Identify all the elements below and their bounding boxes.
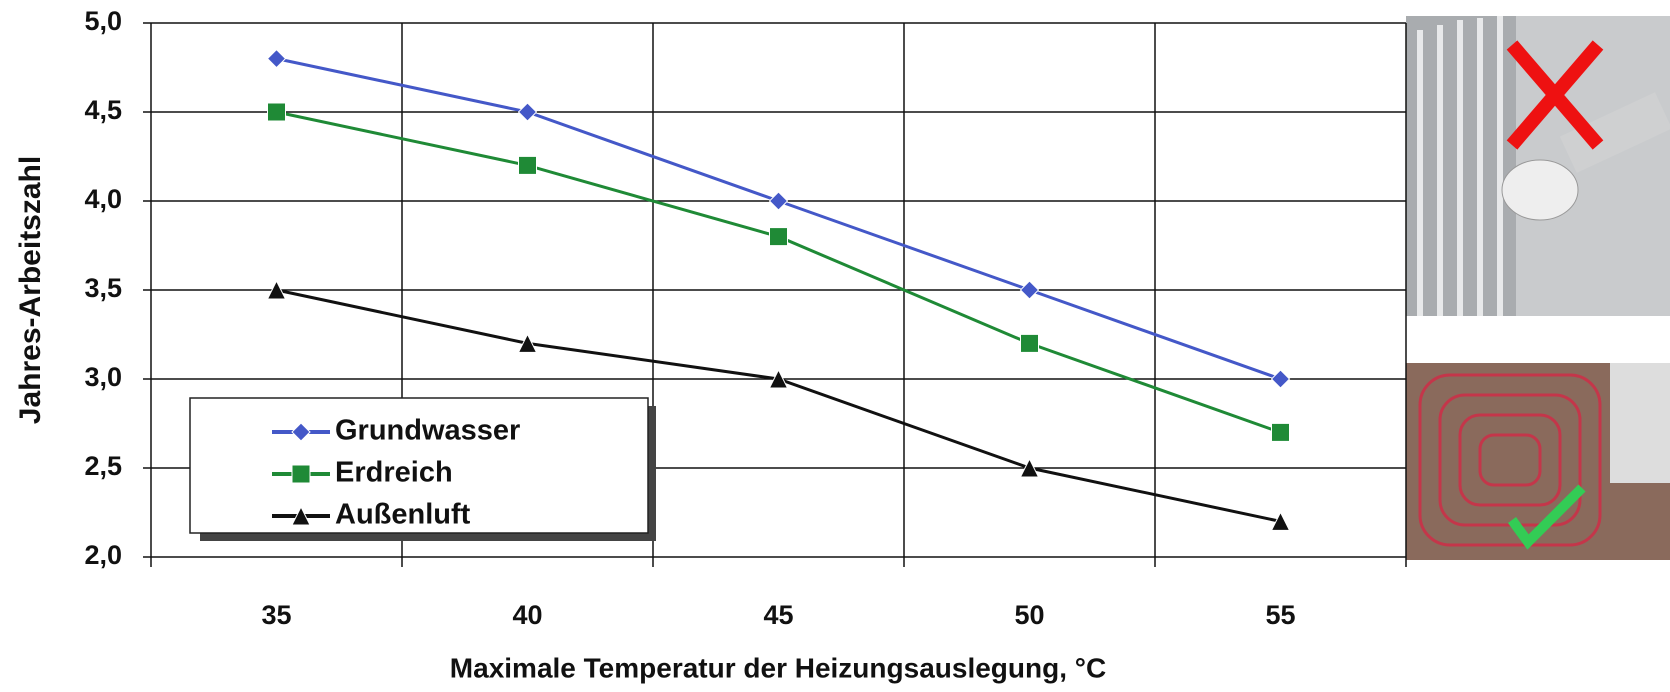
legend-label: Grundwasser (335, 415, 520, 447)
page: Jahres-Arbeitszahl Maximale Temperatur d… (0, 0, 1670, 692)
marker (1272, 370, 1290, 388)
marker (1021, 334, 1039, 352)
legend-label: Außenluft (335, 499, 471, 531)
x-tick-label: 40 (512, 600, 542, 630)
x-tick-label: 45 (763, 600, 793, 630)
marker (268, 50, 286, 68)
x-tick-label: 50 (1014, 600, 1044, 630)
y-tick-label: 2,0 (84, 540, 122, 570)
marker (1021, 281, 1039, 299)
series-line (277, 59, 1281, 379)
x-tick-label: 35 (261, 600, 291, 630)
x-tick-label: 55 (1265, 600, 1295, 630)
y-tick-label: 2,5 (84, 451, 122, 481)
marker (1272, 423, 1290, 441)
y-tick-label: 4,5 (84, 95, 122, 125)
marker (519, 156, 537, 174)
y-tick-label: 3,5 (84, 273, 122, 303)
legend-label: Erdreich (335, 457, 453, 489)
y-axis-title: Jahres-Arbeitszahl (14, 156, 47, 424)
radiator-photo (1406, 16, 1670, 316)
marker (292, 465, 310, 483)
marker (770, 228, 788, 246)
floor-heating-photo (1406, 363, 1670, 560)
marker (770, 192, 788, 210)
marker (268, 103, 286, 121)
x-axis-title: Maximale Temperatur der Heizungsauslegun… (450, 652, 1106, 683)
y-tick-label: 4,0 (84, 184, 122, 214)
y-tick-label: 5,0 (84, 6, 122, 36)
y-tick-label: 3,0 (84, 362, 122, 392)
marker (519, 103, 537, 121)
